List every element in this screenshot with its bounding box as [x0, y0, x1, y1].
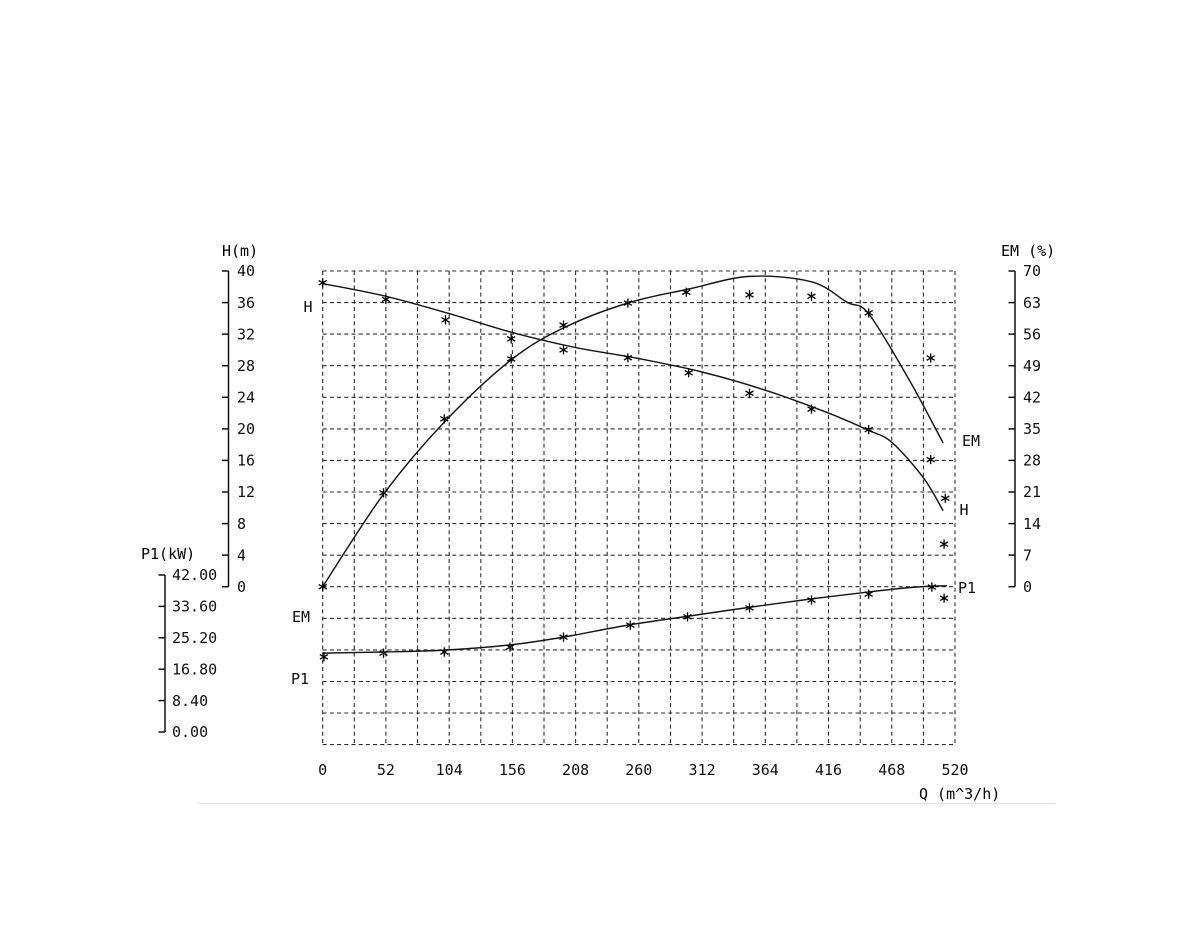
svg-text:104: 104: [436, 761, 463, 779]
svg-text:42: 42: [1023, 389, 1041, 407]
svg-text:0.00: 0.00: [172, 723, 208, 741]
footer-divider-line: [197, 803, 1055, 804]
svg-text:0: 0: [237, 578, 246, 596]
series-H-curve: [321, 282, 944, 511]
series-P1-curve: [321, 585, 948, 654]
svg-text:260: 260: [625, 761, 652, 779]
q-axis-tick-labels: 0 52 104 156 208 260 312 364 416 468 520: [318, 761, 968, 779]
svg-text:EM: EM: [292, 608, 310, 626]
svg-text:36: 36: [237, 294, 255, 312]
svg-text:56: 56: [1023, 325, 1041, 343]
svg-text:EM: EM: [962, 432, 980, 450]
svg-text:416: 416: [815, 761, 842, 779]
svg-text:52: 52: [377, 761, 395, 779]
svg-text:H: H: [959, 501, 968, 519]
svg-text:35: 35: [1023, 420, 1041, 438]
svg-text:33.60: 33.60: [172, 598, 217, 616]
svg-text:8.40: 8.40: [172, 692, 208, 710]
svg-text:32: 32: [237, 325, 255, 343]
svg-text:520: 520: [941, 761, 968, 779]
svg-text:468: 468: [878, 761, 905, 779]
svg-text:16.80: 16.80: [172, 660, 217, 678]
em-axis-title: EM (%): [1001, 242, 1056, 260]
svg-text:364: 364: [752, 761, 779, 779]
p1-axis-title: P1(kW): [141, 545, 196, 563]
svg-text:40: 40: [237, 262, 255, 280]
svg-text:21: 21: [1023, 483, 1041, 501]
svg-text:12: 12: [237, 483, 255, 501]
series-EM-data-markers: [318, 287, 936, 592]
svg-text:156: 156: [499, 761, 526, 779]
h-axis-title: H(m): [222, 242, 259, 260]
svg-text:25.20: 25.20: [172, 629, 217, 647]
svg-text:P1: P1: [291, 670, 309, 688]
svg-text:42.00: 42.00: [172, 566, 217, 584]
svg-text:70: 70: [1023, 262, 1041, 280]
svg-text:24: 24: [237, 389, 255, 407]
svg-text:208: 208: [562, 761, 589, 779]
q-axis-title: Q (m^3/h): [919, 785, 1001, 803]
grid-lines: [322, 270, 956, 746]
svg-text:63: 63: [1023, 294, 1041, 312]
svg-text:0: 0: [318, 761, 327, 779]
svg-text:49: 49: [1023, 357, 1041, 375]
svg-text:7: 7: [1023, 546, 1032, 564]
series-P1-data-markers: [319, 582, 949, 662]
svg-text:16: 16: [237, 452, 255, 470]
svg-text:0: 0: [1023, 578, 1032, 596]
svg-text:4: 4: [237, 546, 246, 564]
svg-text:28: 28: [1023, 452, 1041, 470]
svg-text:P1: P1: [958, 579, 976, 597]
svg-text:14: 14: [1023, 515, 1041, 533]
curve-name-labels: H EM P1 EM H P1: [291, 298, 980, 688]
svg-text:312: 312: [689, 761, 716, 779]
series-H-data-markers: [318, 278, 950, 549]
p1-axis: 42.00 33.60 25.20 16.80 8.40 0.00: [158, 566, 217, 741]
svg-text:8: 8: [237, 515, 246, 533]
svg-text:28: 28: [237, 357, 255, 375]
svg-text:H: H: [303, 298, 312, 316]
svg-text:20: 20: [237, 420, 255, 438]
series-EM-curve: [321, 275, 944, 588]
